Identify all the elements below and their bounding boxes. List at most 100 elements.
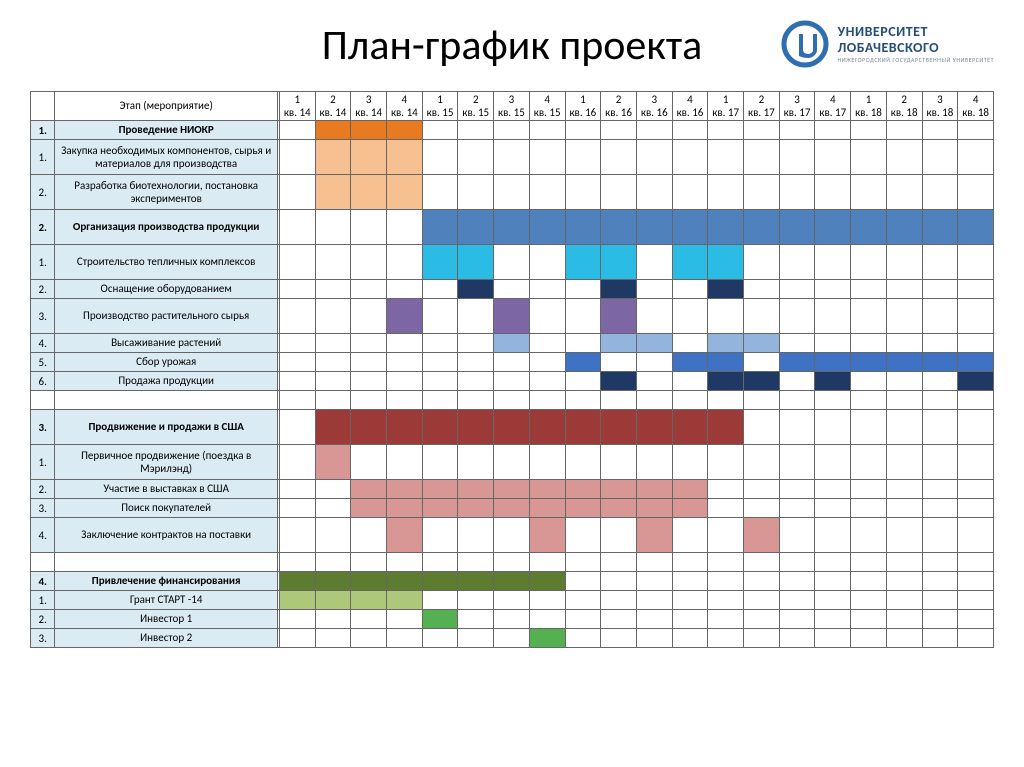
gantt-cell — [851, 245, 887, 280]
header-quarter: 1кв. 16 — [565, 92, 601, 121]
gantt-cell — [708, 372, 744, 391]
row-number: 2. — [31, 610, 55, 629]
header-quarter: 2кв. 15 — [458, 92, 494, 121]
gantt-cell — [494, 140, 530, 175]
spacer-cell — [744, 391, 780, 410]
gantt-cell — [601, 353, 637, 372]
gantt-cell — [494, 121, 530, 140]
gantt-row: 1.Первичное продвижение (поездка в Мэрил… — [31, 445, 994, 480]
gantt-cell — [601, 245, 637, 280]
gantt-cell — [815, 610, 851, 629]
gantt-cell — [601, 480, 637, 499]
gantt-cell — [458, 572, 494, 591]
row-label: Заключение контрактов на поставки — [55, 518, 277, 553]
gantt-cell — [279, 499, 315, 518]
row-number: 1. — [31, 121, 55, 140]
row-label: Инвестор 2 — [55, 629, 277, 648]
spacer-cell — [422, 553, 458, 572]
gantt-cell — [958, 591, 994, 610]
gantt-cell — [279, 121, 315, 140]
gantt-cell — [636, 140, 672, 175]
gantt-cell — [458, 372, 494, 391]
gantt-cell — [315, 210, 351, 245]
gantt-cell — [815, 518, 851, 553]
row-number: 1. — [31, 245, 55, 280]
spacer-cell — [279, 391, 315, 410]
gantt-cell — [744, 140, 780, 175]
gantt-cell — [708, 591, 744, 610]
gantt-cell — [529, 121, 565, 140]
gantt-cell — [422, 121, 458, 140]
gantt-cell — [958, 121, 994, 140]
spacer-cell — [386, 391, 422, 410]
gantt-table: Этап (мероприятие) 1кв. 142кв. 143кв. 14… — [30, 91, 994, 648]
gantt-row: 5.Сбор урожая — [31, 353, 994, 372]
gantt-cell — [672, 353, 708, 372]
gantt-cell — [529, 140, 565, 175]
gantt-cell — [422, 353, 458, 372]
gantt-cell — [422, 175, 458, 210]
gantt-cell — [636, 372, 672, 391]
gantt-cell — [422, 480, 458, 499]
logo-line1: УНИВЕРСИТЕТ — [837, 24, 994, 39]
spacer-cell — [744, 553, 780, 572]
header-label: Этап (мероприятие) — [55, 92, 277, 121]
gantt-cell — [601, 572, 637, 591]
gantt-cell — [779, 353, 815, 372]
gantt-cell — [815, 210, 851, 245]
gantt-cell — [922, 480, 958, 499]
gantt-cell — [279, 610, 315, 629]
gantt-cell — [636, 245, 672, 280]
gantt-cell — [315, 410, 351, 445]
gantt-cell — [708, 499, 744, 518]
spacer-cell — [279, 553, 315, 572]
gantt-cell — [708, 210, 744, 245]
gantt-cell — [708, 572, 744, 591]
row-label: Производство растительного сырья — [55, 299, 277, 334]
gantt-cell — [886, 175, 922, 210]
gantt-cell — [565, 499, 601, 518]
gantt-cell — [922, 140, 958, 175]
gantt-cell — [422, 245, 458, 280]
gantt-cell — [815, 591, 851, 610]
gantt-cell — [386, 480, 422, 499]
gantt-cell — [386, 610, 422, 629]
row-label: Организация производства продукции — [55, 210, 277, 245]
gantt-cell — [922, 175, 958, 210]
gantt-cell — [315, 121, 351, 140]
spacer-cell — [351, 391, 387, 410]
row-number: 4. — [31, 334, 55, 353]
gantt-row — [31, 553, 994, 572]
gantt-cell — [565, 299, 601, 334]
spacer-cell — [708, 391, 744, 410]
gantt-cell — [279, 572, 315, 591]
row-number: 5. — [31, 353, 55, 372]
gantt-cell — [601, 372, 637, 391]
gantt-cell — [565, 353, 601, 372]
gantt-cell — [565, 480, 601, 499]
gantt-cell — [422, 591, 458, 610]
gantt-cell — [601, 610, 637, 629]
gantt-cell — [386, 518, 422, 553]
gantt-cell — [386, 280, 422, 299]
gantt-cell — [744, 591, 780, 610]
gantt-cell — [958, 629, 994, 648]
header-quarter: 2кв. 17 — [744, 92, 780, 121]
gantt-cell — [851, 629, 887, 648]
gantt-cell — [958, 499, 994, 518]
row-label: Проведение НИОКР — [55, 121, 277, 140]
gantt-cell — [886, 591, 922, 610]
gantt-row: 2.Организация производства продукции — [31, 210, 994, 245]
gantt-cell — [851, 499, 887, 518]
gantt-cell — [958, 210, 994, 245]
gantt-cell — [851, 480, 887, 499]
gantt-cell — [351, 499, 387, 518]
gantt-cell — [279, 299, 315, 334]
gantt-cell — [886, 353, 922, 372]
gantt-cell — [958, 334, 994, 353]
gantt-cell — [458, 480, 494, 499]
row-number: 4. — [31, 572, 55, 591]
row-label: Участие в выставках в США — [55, 480, 277, 499]
gantt-cell — [851, 572, 887, 591]
gantt-cell — [744, 175, 780, 210]
